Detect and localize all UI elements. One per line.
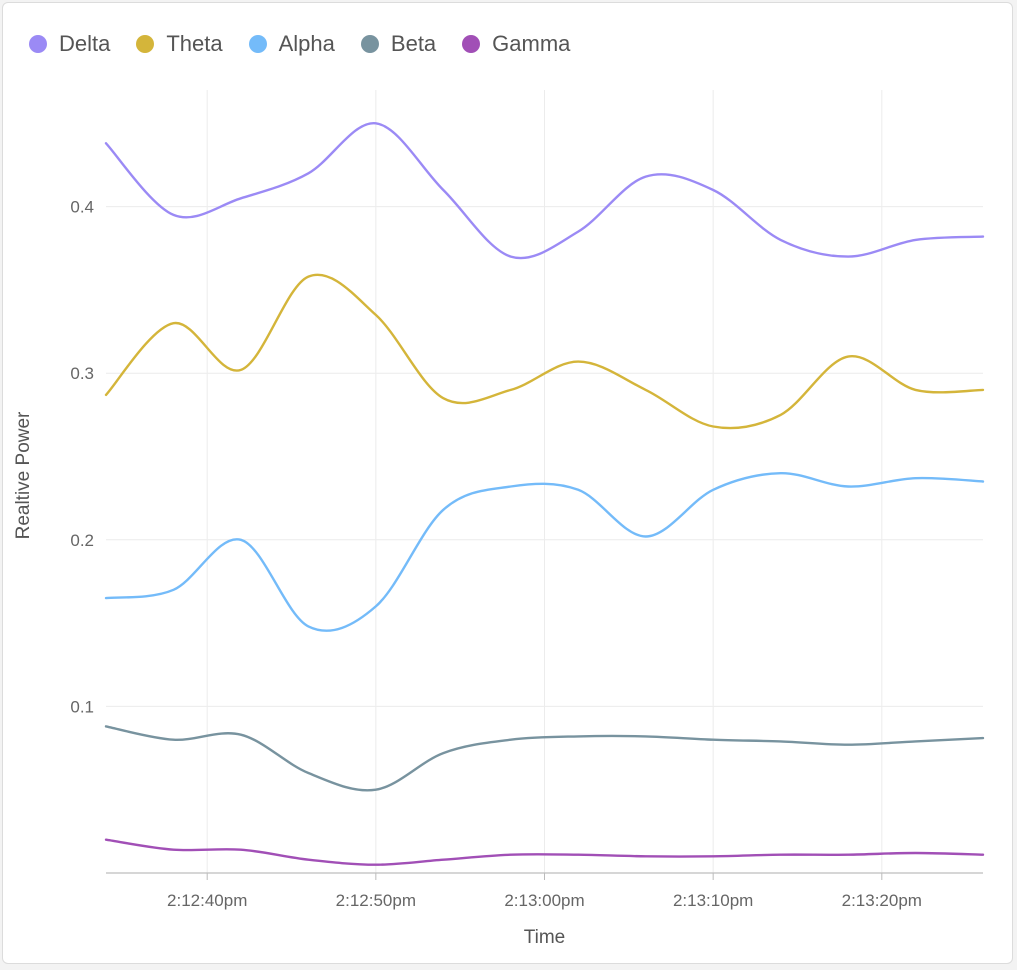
- x-axis-title: Time: [524, 927, 566, 948]
- grid-lines: [106, 90, 983, 873]
- y-tick-label: 0.1: [70, 697, 94, 716]
- legend-item-theta[interactable]: Theta: [136, 31, 223, 57]
- legend-dot-gamma: [462, 35, 481, 53]
- series-line-beta[interactable]: [104, 725, 985, 792]
- series-line-delta[interactable]: [104, 122, 985, 260]
- series-lines: [104, 122, 985, 866]
- legend-label-theta: Theta: [166, 31, 223, 56]
- x-tick-label: 2:13:00pm: [504, 891, 584, 910]
- x-tick-label: 2:13:20pm: [842, 891, 922, 910]
- x-tick-label: 2:12:40pm: [167, 891, 247, 910]
- x-tick-label: 2:13:10pm: [673, 891, 753, 910]
- y-tick-label: 0.4: [70, 198, 94, 217]
- legend-item-gamma[interactable]: Gamma: [462, 31, 570, 57]
- legend-label-alpha: Alpha: [278, 31, 335, 56]
- y-axis-title: Realtive Power: [13, 411, 34, 539]
- legend-item-alpha[interactable]: Alpha: [248, 31, 335, 57]
- series-line-theta[interactable]: [104, 273, 985, 430]
- legend-label-delta: Delta: [59, 31, 111, 56]
- series-line-gamma[interactable]: [104, 838, 985, 866]
- legend-dot-alpha: [248, 35, 267, 53]
- legend-item-delta[interactable]: Delta: [29, 31, 110, 57]
- axes: 0.1 0.2 0.3 0.4 2:12:40pm 2:12:50pm 2:13:00pm 2…: [70, 198, 983, 910]
- legend-label-gamma: Gamma: [492, 31, 571, 56]
- legend: Delta Theta Alpha Beta Gamma: [29, 31, 596, 57]
- y-tick-label: 0.3: [70, 364, 94, 383]
- legend-dot-theta: [136, 35, 155, 53]
- x-tick-label: 2:12:50pm: [336, 891, 416, 910]
- legend-dot-delta: [29, 35, 47, 53]
- legend-dot-beta: [360, 35, 379, 53]
- legend-label-beta: Beta: [390, 31, 437, 56]
- series-line-alpha[interactable]: [104, 471, 985, 632]
- y-tick-label: 0.2: [70, 531, 94, 550]
- legend-item-beta[interactable]: Beta: [360, 31, 437, 57]
